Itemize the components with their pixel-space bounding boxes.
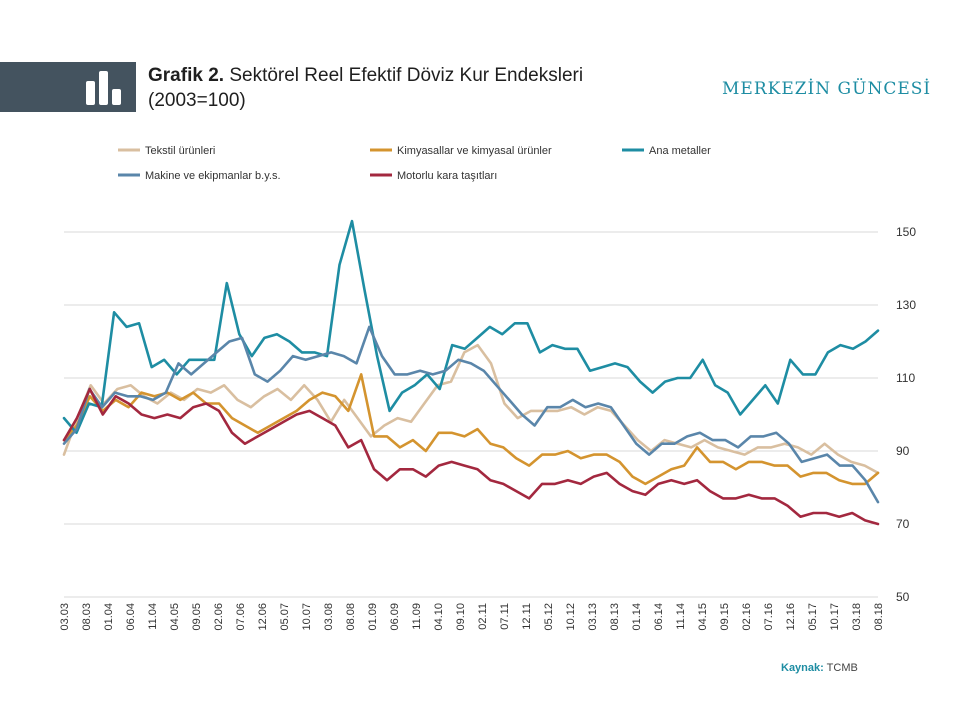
- x-tick-label: 10.07: [301, 603, 313, 631]
- x-tick-label: 06.04: [125, 603, 137, 631]
- series-line-3: [62, 219, 880, 435]
- x-tick-label: 12.06: [257, 603, 269, 631]
- x-tick-label: 02.16: [741, 603, 753, 631]
- x-tick-label: 03.13: [587, 603, 599, 631]
- x-tick-label: 01.04: [103, 603, 115, 631]
- bar-chart-icon: [86, 71, 121, 105]
- x-tick-label: 08.13: [609, 603, 621, 631]
- x-tick-label: 07.11: [499, 603, 511, 630]
- source-note: Kaynak: TCMB: [781, 662, 858, 674]
- x-tick-label: 01.09: [367, 603, 379, 631]
- brand-logo: MERKEZİN GÜNCESİ: [722, 79, 932, 99]
- x-tick-label: 10.12: [565, 603, 577, 631]
- x-tick-label: 07.06: [235, 603, 247, 631]
- x-tick-label: 11.14: [675, 603, 687, 630]
- x-tick-label: 01.14: [631, 603, 643, 631]
- y-tick-label: 50: [896, 590, 910, 604]
- header-icon-block: [0, 62, 136, 112]
- legend-label-1: Tekstil ürünleri: [145, 145, 215, 157]
- source-label: Kaynak:: [781, 662, 824, 674]
- x-tick-label: 08.18: [873, 603, 885, 631]
- x-tick-label: 06.14: [653, 603, 665, 631]
- x-tick-label: 04.15: [697, 603, 709, 631]
- x-tick-label: 03.18: [851, 603, 863, 631]
- x-tick-label: 06.09: [389, 603, 401, 631]
- x-tick-label: 05.17: [807, 603, 819, 631]
- y-tick-label: 150: [896, 225, 916, 239]
- y-tick-label: 90: [896, 444, 910, 458]
- x-tick-label: 09.05: [191, 603, 203, 631]
- x-tick-label: 11.09: [411, 603, 423, 630]
- y-tick-label: 110: [896, 371, 915, 385]
- x-tick-label: 10.17: [829, 603, 841, 631]
- source-value: TCMB: [826, 662, 858, 674]
- y-tick-label: 130: [896, 298, 916, 312]
- chart-title: Grafik 2. Sektörel Reel Efektif Döviz Ku…: [148, 63, 668, 113]
- title-prefix: Grafik 2.: [148, 65, 225, 86]
- x-tick-label: 05.07: [279, 603, 291, 631]
- y-tick-label: 70: [896, 517, 910, 531]
- x-tick-label: 04.05: [169, 603, 181, 631]
- legend-label-4: Makine ve ekipmanlar b.y.s.: [145, 170, 281, 182]
- x-tick-label: 08.03: [81, 603, 93, 631]
- x-tick-label: 03.08: [323, 603, 335, 631]
- x-tick-label: 04.10: [433, 603, 445, 631]
- series-line-2: [62, 373, 880, 486]
- x-tick-label: 02.06: [213, 603, 225, 631]
- series-line-1: [62, 343, 880, 475]
- legend-label-2: Kimyasallar ve kimyasal ürünler: [397, 145, 552, 157]
- x-tick-label: 12.11: [521, 603, 533, 630]
- x-tick-label: 05.12: [543, 603, 555, 631]
- x-tick-label: 09.15: [719, 603, 731, 631]
- x-tick-label: 09.10: [455, 603, 467, 631]
- x-tick-label: 08.08: [345, 603, 357, 631]
- x-tick-label: 03.03: [59, 603, 71, 631]
- series-line-5: [62, 387, 880, 526]
- x-tick-label: 11.04: [147, 603, 159, 630]
- legend-label-3: Ana metaller: [649, 145, 711, 157]
- x-tick-label: 12.16: [785, 603, 797, 631]
- x-tick-label: 07.16: [763, 603, 775, 631]
- x-tick-label: 02.11: [477, 603, 489, 630]
- legend-label-5: Motorlu kara taşıtları: [397, 170, 497, 182]
- title-subtitle: (2003=100): [148, 90, 246, 111]
- title-text: Sektörel Reel Efektif Döviz Kur Endeksle…: [229, 65, 584, 86]
- series-line-4: [62, 325, 880, 504]
